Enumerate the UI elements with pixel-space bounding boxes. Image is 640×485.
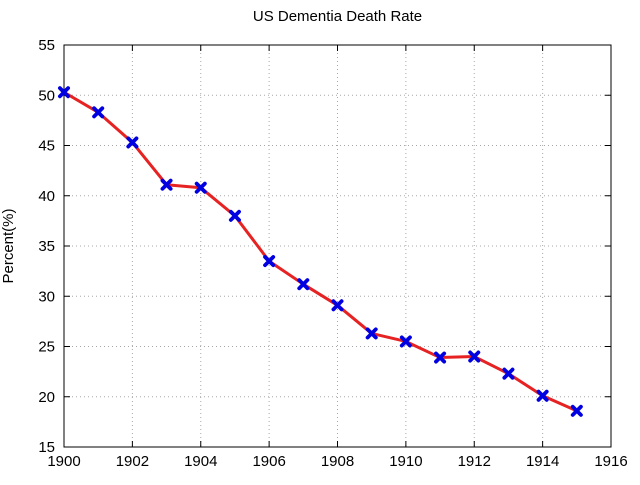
x-tick-label: 1912 [458, 453, 491, 470]
x-tick-label: 1902 [116, 453, 149, 470]
data-line [62, 90, 579, 413]
data-point-marker [126, 136, 139, 149]
data-point-marker [92, 106, 105, 119]
data-point-marker [160, 178, 173, 191]
x-tick-labels: 1900 1902 1904 1906 1908 1910 1912 1914 1916 [47, 453, 627, 470]
data-point-marker [365, 327, 378, 340]
x-tick-label: 1906 [252, 453, 285, 470]
y-tick-label: 20 [38, 389, 55, 406]
data-point-marker [297, 278, 310, 291]
data-point-marker [434, 351, 447, 364]
y-tick-label: 35 [38, 238, 55, 255]
data-point-marker [331, 299, 344, 312]
y-axis-label: Percent(%) [0, 208, 17, 284]
x-tick-label: 1900 [47, 453, 80, 470]
x-tick-label: 1908 [321, 453, 354, 470]
data-point-marker [194, 181, 207, 194]
chart-title: US Dementia Death Rate [252, 8, 423, 25]
x-tick-label: 1904 [184, 453, 217, 470]
gridlines [64, 45, 611, 447]
y-tick-label: 45 [38, 138, 55, 155]
data-point-marker [536, 389, 549, 402]
data-point-marker [502, 367, 515, 380]
x-tick-label: 1916 [594, 453, 627, 470]
data-point-marker [399, 335, 412, 348]
data-point-marker [58, 86, 70, 99]
y-tick-labels: 15 20 25 30 35 40 45 50 55 [38, 37, 55, 456]
x-tick-label: 1914 [526, 453, 559, 470]
y-tick-label: 50 [38, 87, 55, 104]
data-series [58, 86, 583, 417]
x-tick-label: 1910 [389, 453, 422, 470]
data-point-marker [570, 404, 583, 417]
y-tick-label: 40 [38, 188, 55, 205]
y-tick-label: 25 [38, 339, 55, 356]
y-tick-label: 30 [38, 288, 55, 305]
data-point-marker [468, 350, 481, 363]
axes [63, 44, 612, 448]
data-point-marker [263, 255, 276, 268]
y-tick-label: 15 [38, 439, 55, 456]
y-tick-label: 55 [38, 37, 55, 54]
data-point-marker [228, 209, 241, 222]
